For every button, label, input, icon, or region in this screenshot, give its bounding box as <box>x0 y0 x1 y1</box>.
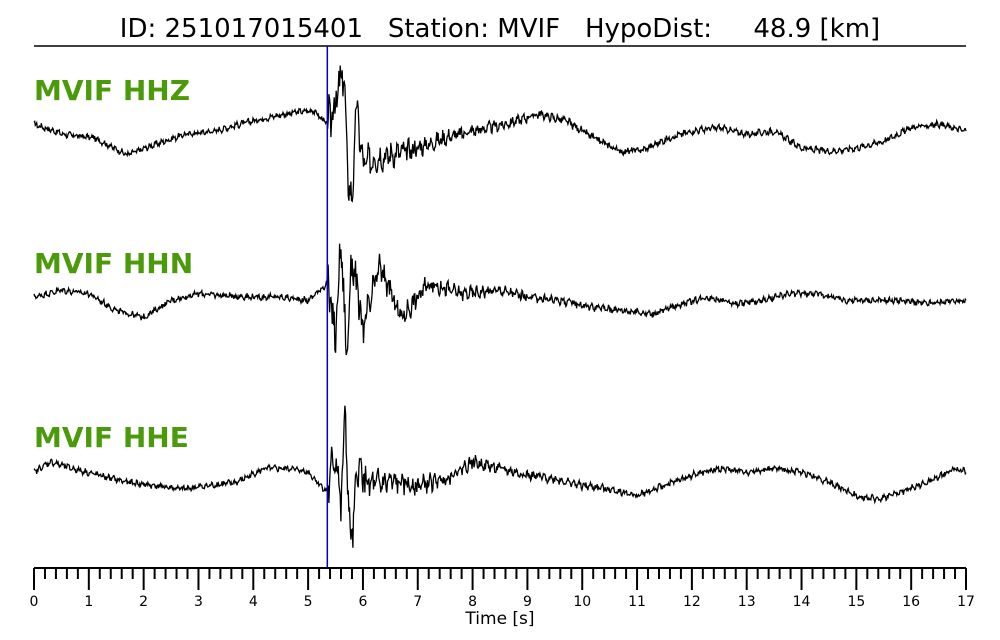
tick-label: 9 <box>523 594 532 610</box>
waveform-trace-hhn <box>33 243 967 356</box>
tick-label: 15 <box>847 594 865 610</box>
tick-label: 0 <box>30 594 39 610</box>
title-hypodist-unit: [km] <box>820 14 881 44</box>
title-hypodist-value: 48.9 <box>753 14 811 44</box>
channel-label-hhe: MVIF HHE <box>34 421 189 454</box>
title-station-value: MVIF <box>497 14 560 44</box>
tick-label: 3 <box>194 594 203 610</box>
time-axis: 0 1 2 3 4 5 6 7 8 9 10 11 12 13 14 15 16 17 <box>30 567 975 610</box>
tick-label: 2 <box>139 594 148 610</box>
waveform-trace-hhz <box>33 65 967 203</box>
channel-label-hhz: MVIF HHZ <box>34 74 190 107</box>
tick-label: 4 <box>249 594 258 610</box>
tick-label: 12 <box>683 594 701 610</box>
tick-label: 5 <box>304 594 313 610</box>
title-id-value: 251017015401 <box>165 14 364 44</box>
tick-label: 14 <box>793 594 811 610</box>
tick-label: 17 <box>957 594 975 610</box>
title-station-label: Station: <box>388 14 489 44</box>
time-axis-label: Time [s] <box>464 609 534 629</box>
tick-label: 1 <box>84 594 93 610</box>
figure-title: ID: 251017015401 Station: MVIF HypoDist:… <box>120 14 880 44</box>
tick-label: 6 <box>358 594 367 610</box>
tick-label: 13 <box>738 594 756 610</box>
tick-label: 7 <box>413 594 422 610</box>
channel-label-hhn: MVIF HHN <box>34 247 193 280</box>
traces-group <box>33 65 967 548</box>
waveform-trace-hhe <box>33 405 967 548</box>
tick-label: 10 <box>573 594 591 610</box>
title-hypodist-label: HypoDist: <box>585 14 712 44</box>
title-id-label: ID: <box>120 14 156 44</box>
tick-label: 16 <box>902 594 920 610</box>
tick-label: 8 <box>468 594 477 610</box>
tick-label: 11 <box>628 594 646 610</box>
